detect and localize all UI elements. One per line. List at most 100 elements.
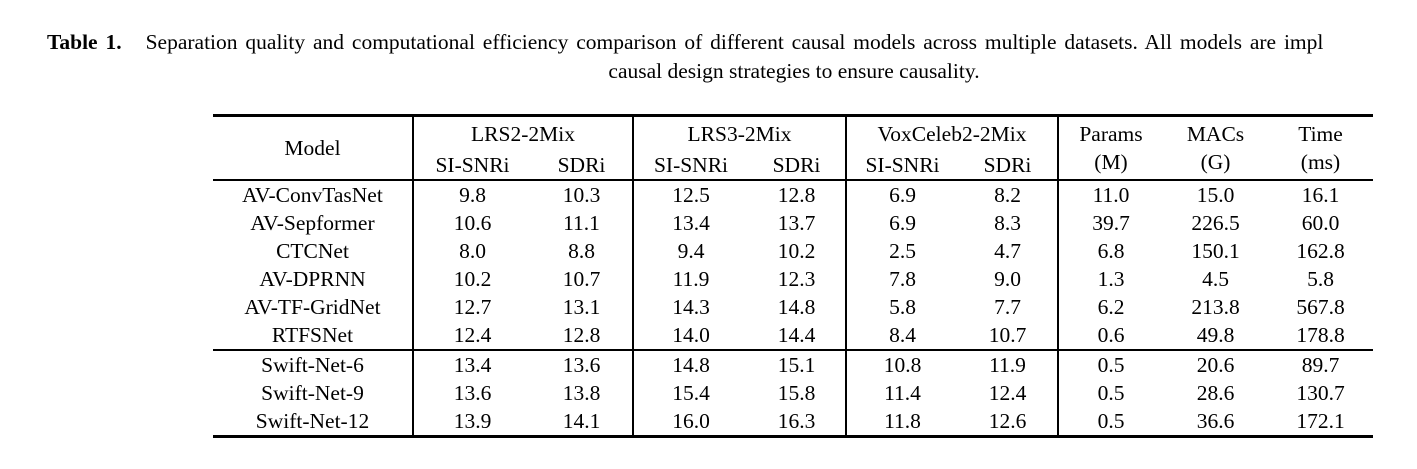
table-row: CTCNet 8.0 8.8 9.4 10.2 2.5 4.7 6.8 150.… (213, 237, 1373, 265)
header-row-metrics: SI-SNRi SDRi SI-SNRi SDRi SI-SNRi SDRi (213, 151, 1373, 180)
metric-cell: 6.9 (845, 180, 958, 209)
header-params-line2: (M) (1094, 150, 1128, 174)
header-model: Model (284, 136, 341, 160)
metric-cell: 13.8 (562, 381, 601, 405)
time-cell: 172.1 (1296, 409, 1345, 433)
time-cell: 162.8 (1296, 239, 1345, 263)
params-cell: 0.5 (1057, 407, 1163, 437)
metric-cell: 5.8 (845, 293, 958, 321)
header-group-lrs3: LRS3-2Mix (632, 115, 846, 151)
header-macs-line2: (G) (1200, 150, 1231, 174)
metric-cell: 15.1 (748, 349, 846, 379)
params-cell: 11.0 (1057, 180, 1163, 209)
time-cell: 60.0 (1301, 211, 1340, 235)
params-cell: 0.5 (1057, 349, 1163, 379)
table-header: Model LRS2-2Mix LRS3-2Mix VoxCeleb2-2Mix… (213, 115, 1373, 180)
metric-cell: 10.8 (845, 349, 958, 379)
table-body: AV-ConvTasNet 9.8 10.3 12.5 12.8 6.9 8.2… (213, 180, 1373, 437)
metric-cell: 8.4 (845, 321, 958, 350)
table-row: AV-DPRNN 10.2 10.7 11.9 12.3 7.8 9.0 1.3… (213, 265, 1373, 293)
metric-cell: 12.4 (412, 321, 531, 350)
metric-cell: 11.9 (632, 265, 748, 293)
model-name-cell: AV-Sepformer (250, 211, 375, 235)
metric-cell: 11.4 (845, 379, 958, 407)
metric-cell: 16.0 (632, 407, 748, 437)
time-cell: 16.1 (1301, 183, 1340, 207)
metric-cell: 13.4 (632, 209, 748, 237)
params-cell: 0.6 (1057, 321, 1163, 350)
metric-cell: 7.8 (845, 265, 958, 293)
header-macs: MACs (G) (1163, 116, 1268, 181)
metric-cell: 4.7 (994, 239, 1021, 263)
metric-cell: 8.8 (568, 239, 595, 263)
metric-cell: 15.4 (632, 379, 748, 407)
macs-cell: 20.6 (1163, 349, 1268, 379)
metric-cell: 9.0 (994, 267, 1021, 291)
header-time-line2: (ms) (1300, 150, 1341, 174)
metric-cell: 14.3 (632, 293, 748, 321)
header-vox-sdri: SDRi (983, 153, 1032, 177)
metric-cell: 9.8 (412, 180, 531, 209)
metric-cell: 12.6 (988, 409, 1027, 433)
metric-cell: 14.4 (777, 323, 816, 347)
metric-cell: 8.2 (994, 183, 1021, 207)
header-vox-si-snri: SI-SNRi (845, 151, 958, 180)
macs-cell: 213.8 (1191, 295, 1240, 319)
header-time: Time (ms) (1268, 116, 1373, 181)
macs-cell: 226.5 (1191, 211, 1240, 235)
table-row: Swift-Net-6 13.4 13.6 14.8 15.1 10.8 11.… (213, 349, 1373, 379)
model-name-cell: Swift-Net-9 (261, 381, 364, 405)
metric-cell: 10.2 (412, 265, 531, 293)
metric-cell: 9.4 (632, 237, 748, 265)
header-group-lrs2: LRS2-2Mix (412, 115, 633, 151)
table-caption-label: Table 1. (47, 30, 122, 54)
metric-cell: 10.7 (988, 323, 1027, 347)
metric-cell: 10.6 (412, 209, 531, 237)
metric-cell: 10.2 (777, 239, 816, 263)
metric-cell: 13.7 (777, 211, 816, 235)
metric-cell: 7.7 (994, 295, 1021, 319)
model-name-cell: CTCNet (276, 239, 349, 263)
header-params: Params (M) (1057, 115, 1163, 180)
table-row: Swift-Net-12 13.9 14.1 16.0 16.3 11.8 12… (213, 407, 1373, 437)
header-group-voxceleb2: VoxCeleb2-2Mix (845, 115, 1058, 151)
model-name-cell: AV-TF-GridNet (244, 295, 381, 319)
table-row: AV-TF-GridNet 12.7 13.1 14.3 14.8 5.8 7.… (213, 293, 1373, 321)
metric-cell: 12.4 (988, 381, 1027, 405)
header-lrs3-si-snri: SI-SNRi (632, 151, 748, 180)
metric-cell: 6.9 (845, 209, 958, 237)
header-row-groups: Model LRS2-2Mix LRS3-2Mix VoxCeleb2-2Mix… (213, 115, 1373, 180)
time-cell: 178.8 (1296, 323, 1345, 347)
header-time-line1: Time (1298, 122, 1343, 146)
metric-cell: 12.7 (412, 293, 531, 321)
time-cell: 89.7 (1268, 349, 1373, 379)
table-caption-line2: causal design strategies to ensure causa… (608, 59, 980, 83)
table-caption-text: Separation quality and computational eff… (145, 30, 1324, 54)
metric-cell: 11.1 (563, 211, 600, 235)
metric-cell: 12.5 (632, 180, 748, 209)
header-lrs2-si-snri: SI-SNRi (412, 151, 531, 180)
metric-cell: 13.1 (562, 295, 601, 319)
time-cell: 130.7 (1296, 381, 1345, 405)
macs-cell: 36.6 (1196, 409, 1235, 433)
model-name-cell: AV-DPRNN (259, 267, 366, 291)
metric-cell: 15.8 (777, 381, 816, 405)
metric-cell: 13.4 (412, 349, 531, 379)
model-name-cell: Swift-Net-12 (255, 409, 370, 433)
metric-cell: 11.8 (845, 407, 958, 437)
metric-cell: 13.9 (412, 407, 531, 437)
macs-cell: 15.0 (1196, 183, 1235, 207)
macs-cell: 49.8 (1196, 323, 1235, 347)
macs-cell: 28.6 (1196, 381, 1235, 405)
metric-cell: 14.8 (632, 349, 748, 379)
params-cell: 1.3 (1057, 265, 1163, 293)
table-caption-line1: Table 1. Separation quality and computati… (47, 30, 1323, 55)
header-params-line1: Params (1079, 122, 1143, 146)
metric-cell: 11.9 (958, 349, 1058, 379)
table-row: AV-ConvTasNet 9.8 10.3 12.5 12.8 6.9 8.2… (213, 180, 1373, 209)
metric-cell: 14.8 (777, 295, 816, 319)
metric-cell: 12.8 (562, 323, 601, 347)
params-cell: 6.2 (1057, 293, 1163, 321)
metric-cell: 8.0 (412, 237, 531, 265)
